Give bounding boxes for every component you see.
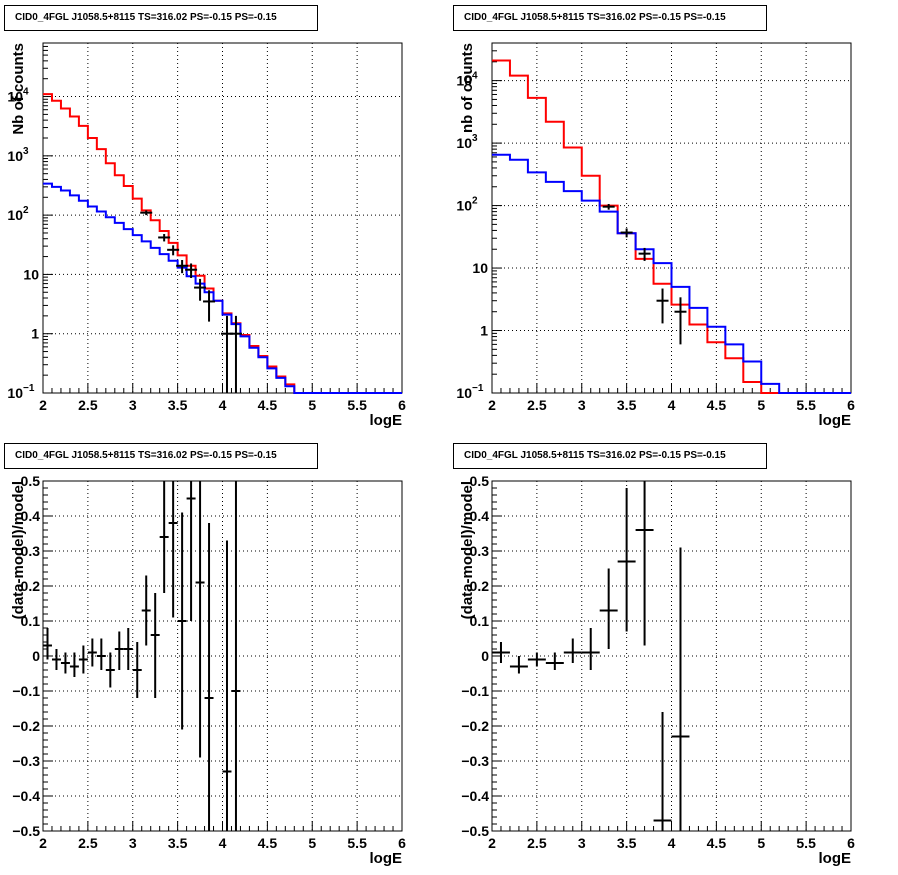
y-tick-label: 0.1 <box>470 613 490 629</box>
x-tick-label: 5.5 <box>347 835 367 851</box>
y-tick-label: 0.5 <box>470 473 490 489</box>
y-tick-label: −0.2 <box>12 718 40 734</box>
y-tick-exponent: 3 <box>472 133 478 144</box>
x-tick-label: 2 <box>488 835 496 851</box>
y-tick-label: −0.5 <box>12 823 40 839</box>
x-tick-label: 3.5 <box>168 835 188 851</box>
x-tick-label: 2 <box>488 397 496 413</box>
x-tick-label: 4.5 <box>707 835 727 851</box>
y-axis-label: Nb of counts <box>10 43 27 135</box>
y-tick-label: 0.1 <box>21 613 41 629</box>
panel-title-top-left: CID0_4FGL J1058.5+8115 TS=316.02 PS=-0.1… <box>4 5 318 31</box>
y-tick-label: 0.2 <box>470 578 490 594</box>
x-tick-label: 4 <box>668 397 676 413</box>
panel-title-top-right: CID0_4FGL J1058.5+8115 TS=316.02 PS=-0.1… <box>453 5 767 31</box>
x-tick-label: 5.5 <box>796 835 816 851</box>
y-axis-label: nb of counts <box>459 43 476 133</box>
x-tick-label: 5 <box>757 397 765 413</box>
y-tick-label: −0.5 <box>461 823 489 839</box>
x-tick-label: 5.5 <box>796 397 816 413</box>
y-tick-label: −0.3 <box>12 753 40 769</box>
y-tick-label: 10 <box>456 385 472 401</box>
x-tick-label: 4.5 <box>258 397 278 413</box>
y-axis-label: (data-model)/model <box>459 481 476 619</box>
x-axis-label: logE <box>819 412 852 429</box>
y-tick-label: 0.5 <box>21 473 41 489</box>
x-axis-label: logE <box>819 850 852 867</box>
x-tick-label: 5.5 <box>347 397 367 413</box>
y-tick-label: −0.1 <box>461 683 489 699</box>
x-axis-label: logE <box>370 412 403 429</box>
y-tick-exponent: −1 <box>472 383 484 394</box>
y-tick-label: 1 <box>480 323 488 339</box>
y-tick-label: 0 <box>481 648 489 664</box>
y-tick-exponent: 2 <box>472 196 478 207</box>
x-tick-label: 5 <box>757 835 765 851</box>
x-tick-label: 3 <box>578 835 586 851</box>
y-tick-exponent: 3 <box>23 146 29 157</box>
y-tick-label: 10 <box>7 89 23 105</box>
y-tick-label: 10 <box>456 135 472 151</box>
y-tick-label: 0.4 <box>21 508 41 524</box>
y-tick-label: 0.3 <box>470 543 490 559</box>
x-tick-label: 5 <box>308 835 316 851</box>
y-tick-label: 1 <box>31 326 39 342</box>
component-model-histogram <box>492 153 851 394</box>
x-tick-label: 2 <box>39 397 47 413</box>
y-tick-exponent: 4 <box>23 87 29 98</box>
y-tick-label: 10 <box>472 260 488 276</box>
y-tick-label: 0.3 <box>21 543 41 559</box>
y-tick-label: −0.4 <box>461 788 489 804</box>
x-tick-label: 2.5 <box>78 835 98 851</box>
panel-title-bottom-right: CID0_4FGL J1058.5+8115 TS=316.02 PS=-0.1… <box>453 443 767 469</box>
x-tick-label: 3 <box>129 397 137 413</box>
x-axis-label: logE <box>370 850 403 867</box>
y-tick-exponent: −1 <box>23 383 35 394</box>
x-tick-label: 6 <box>847 397 855 413</box>
y-tick-exponent: 4 <box>472 71 478 82</box>
y-tick-label: 0.4 <box>470 508 490 524</box>
x-tick-label: 2 <box>39 835 47 851</box>
x-tick-label: 4.5 <box>258 835 278 851</box>
y-tick-label: 10 <box>456 198 472 214</box>
y-tick-label: −0.4 <box>12 788 40 804</box>
x-tick-label: 6 <box>847 835 855 851</box>
y-tick-exponent: 2 <box>23 205 29 216</box>
y-tick-label: 10 <box>23 266 39 282</box>
y-tick-label: 0 <box>32 648 40 664</box>
x-tick-label: 4 <box>668 835 676 851</box>
y-tick-label: 10 <box>7 207 23 223</box>
x-tick-label: 3.5 <box>168 397 188 413</box>
x-tick-label: 2.5 <box>527 397 547 413</box>
x-tick-label: 4.5 <box>707 397 727 413</box>
y-tick-label: 0.2 <box>21 578 41 594</box>
x-tick-label: 3 <box>129 835 137 851</box>
x-tick-label: 6 <box>398 397 406 413</box>
y-tick-label: −0.3 <box>461 753 489 769</box>
x-tick-label: 4 <box>219 835 227 851</box>
y-tick-label: 10 <box>7 385 23 401</box>
x-tick-label: 3 <box>578 397 586 413</box>
y-tick-label: −0.1 <box>12 683 40 699</box>
x-tick-label: 3.5 <box>617 397 637 413</box>
y-axis-label: (data-model)/model <box>10 481 27 619</box>
x-tick-label: 4 <box>219 397 227 413</box>
x-tick-label: 2.5 <box>78 397 98 413</box>
x-tick-label: 3.5 <box>617 835 637 851</box>
y-tick-label: 10 <box>7 148 23 164</box>
panel-title-bottom-left: CID0_4FGL J1058.5+8115 TS=316.02 PS=-0.1… <box>4 443 318 469</box>
x-tick-label: 2.5 <box>527 835 547 851</box>
y-tick-label: −0.2 <box>461 718 489 734</box>
y-tick-label: 10 <box>456 73 472 89</box>
component-model-histogram <box>43 182 402 394</box>
x-tick-label: 6 <box>398 835 406 851</box>
x-tick-label: 5 <box>308 397 316 413</box>
